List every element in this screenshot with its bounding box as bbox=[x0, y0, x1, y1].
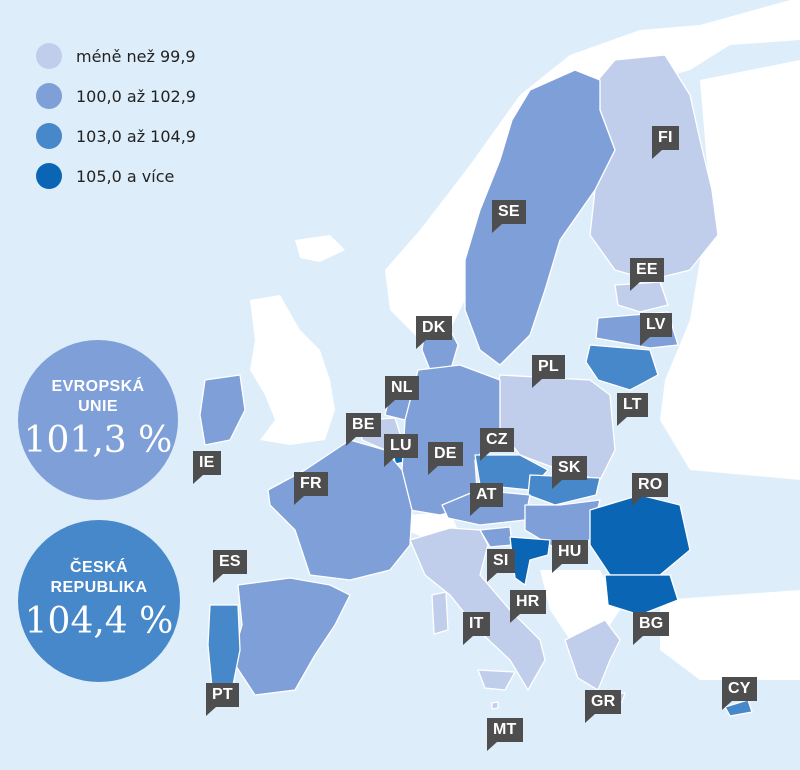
country-tag-at: AT bbox=[470, 483, 503, 516]
country-bg bbox=[604, 574, 679, 616]
country-tag-si: SI bbox=[487, 549, 515, 582]
country-tag-hr: HR bbox=[510, 590, 546, 623]
legend-item: méně než 99,9 bbox=[36, 36, 196, 76]
legend-swatch bbox=[36, 163, 62, 189]
country-tag-sk: SK bbox=[552, 456, 587, 489]
country-tag-it: IT bbox=[463, 612, 490, 645]
country-tag-mt: MT bbox=[487, 718, 523, 751]
country-tag-lv: LV bbox=[640, 313, 672, 346]
country-tag-ie: IE bbox=[193, 451, 221, 484]
country-tag-fr: FR bbox=[294, 472, 328, 505]
legend-label: 103,0 až 104,9 bbox=[76, 126, 196, 146]
country-tag-pt: PT bbox=[206, 683, 239, 716]
country-pt bbox=[207, 604, 241, 691]
country-ro bbox=[589, 494, 691, 576]
country-se bbox=[464, 69, 616, 366]
country-it bbox=[409, 527, 546, 691]
country-tag-dk: DK bbox=[416, 316, 452, 349]
legend-label: 105,0 a více bbox=[76, 166, 175, 186]
cz-stat-title-line2: REPUBLIKA bbox=[50, 579, 148, 596]
legend-swatch bbox=[36, 43, 62, 69]
legend-swatch bbox=[36, 83, 62, 109]
legend-item: 103,0 až 104,9 bbox=[36, 116, 196, 156]
country-gr bbox=[564, 619, 621, 691]
cz-stat-title-line1: ČESKÁ bbox=[69, 559, 128, 576]
country-tag-ee: EE bbox=[630, 258, 664, 291]
country-lt bbox=[585, 344, 659, 391]
eu-stat-value: 101,3 % bbox=[23, 420, 173, 461]
land-turkey bbox=[660, 590, 800, 680]
country-tag-ro: RO bbox=[632, 473, 669, 506]
country-tag-cz: CZ bbox=[480, 428, 514, 461]
legend-swatch bbox=[36, 123, 62, 149]
country-es bbox=[231, 577, 351, 696]
cz-stat-value: 104,4 % bbox=[24, 601, 174, 642]
country-tag-es: ES bbox=[213, 550, 247, 583]
land-iceland bbox=[295, 235, 345, 262]
country-sk bbox=[527, 474, 601, 506]
country-tag-se: SE bbox=[492, 200, 526, 233]
country-tag-fi: FI bbox=[652, 126, 679, 159]
country-tag-be: BE bbox=[346, 413, 381, 446]
country-tag-gr: GR bbox=[585, 690, 622, 723]
country-tag-hu: HU bbox=[552, 540, 588, 573]
country-tag-lt: LT bbox=[617, 393, 648, 426]
country-fi bbox=[589, 54, 719, 281]
country-cy bbox=[724, 699, 753, 717]
country-ie bbox=[199, 374, 246, 446]
country-tag-pl: PL bbox=[532, 355, 565, 388]
land-uk bbox=[250, 295, 335, 445]
country-mt bbox=[491, 701, 499, 710]
legend-label: 100,0 až 102,9 bbox=[76, 86, 196, 106]
legend-item: 100,0 až 102,9 bbox=[36, 76, 196, 116]
eu-stat-title-line2: UNIE bbox=[78, 398, 118, 415]
legend-item: 105,0 a více bbox=[36, 156, 196, 196]
cz-stat-circle: ČESKÁ REPUBLIKA 104,4 % bbox=[18, 520, 180, 682]
legend: méně než 99,9 100,0 až 102,9 103,0 až 10… bbox=[36, 36, 196, 196]
eu-stat-circle: EVROPSKÁ UNIE 101,3 % bbox=[18, 340, 178, 500]
country-tag-de: DE bbox=[428, 442, 463, 475]
legend-label: méně než 99,9 bbox=[76, 46, 196, 66]
land-norway bbox=[385, 0, 800, 340]
country-tag-lu: LU bbox=[384, 434, 418, 467]
eu-stat-title-line1: EVROPSKÁ bbox=[51, 378, 145, 395]
country-tag-nl: NL bbox=[385, 376, 419, 409]
country-ee bbox=[614, 281, 669, 313]
land-russia-east bbox=[660, 60, 800, 480]
country-it-sardinia bbox=[431, 591, 449, 635]
country-tag-cy: CY bbox=[722, 677, 757, 710]
country-it-sicily bbox=[477, 669, 516, 691]
country-tag-bg: BG bbox=[633, 612, 670, 645]
